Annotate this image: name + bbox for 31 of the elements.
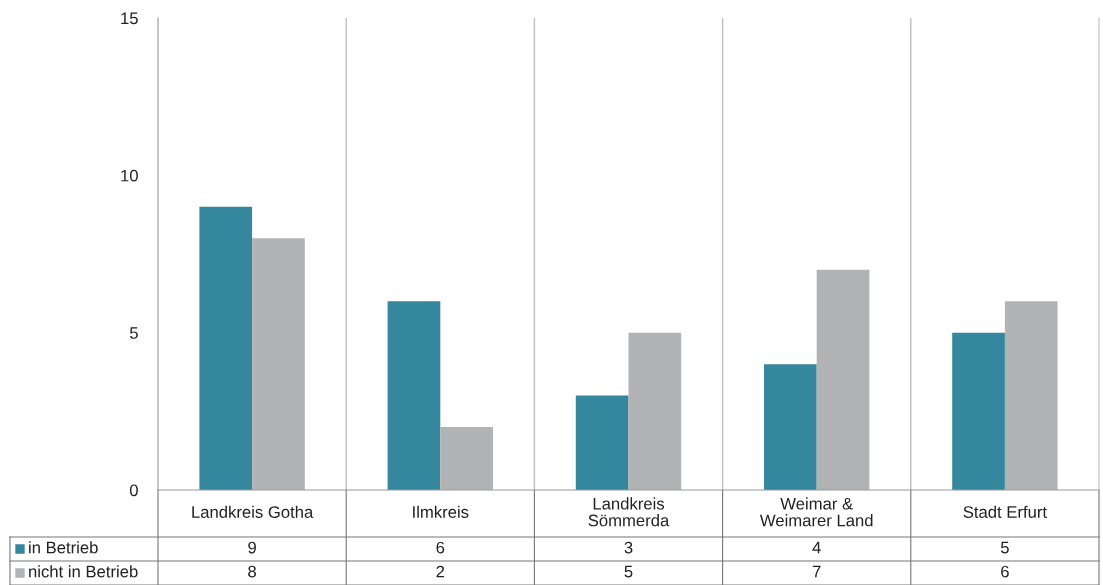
bar (764, 364, 817, 490)
x-tick-label: Stadt Erfurt (963, 505, 1047, 518)
data-label: 5 (624, 565, 633, 578)
legend-label: nicht in Betrieb (29, 565, 138, 578)
data-label: 8 (248, 565, 257, 578)
x-tick-label: Ilmkreis (413, 505, 469, 518)
bar (628, 332, 682, 490)
data-label: 5 (1000, 541, 1009, 554)
data-label: 9 (248, 541, 256, 554)
legend-label: in Betrieb (29, 541, 98, 554)
data-label: 2 (436, 565, 445, 578)
bar (952, 332, 1005, 490)
x-tick-label: Landkreis Sömmerda (588, 497, 670, 527)
bar (575, 395, 629, 490)
x-tick-label: Weimar & Weimarer Land (759, 497, 873, 527)
x-tick-label: Landkreis Gotha (192, 505, 314, 518)
data-label: 6 (1001, 565, 1009, 578)
data-label: 4 (812, 541, 821, 554)
y-tick-label: 0 (129, 484, 138, 497)
bar (252, 238, 305, 490)
y-tick-label: 5 (129, 327, 138, 339)
y-tick-label: 10 (121, 169, 138, 182)
bar (199, 206, 253, 490)
bar (440, 427, 493, 490)
bar (1004, 301, 1058, 490)
bar (816, 269, 870, 490)
y-tick-label: 15 (121, 12, 138, 25)
data-label: 7 (812, 565, 821, 578)
data-label: 3 (624, 541, 633, 554)
bar (387, 301, 441, 490)
data-label: 6 (436, 541, 445, 554)
